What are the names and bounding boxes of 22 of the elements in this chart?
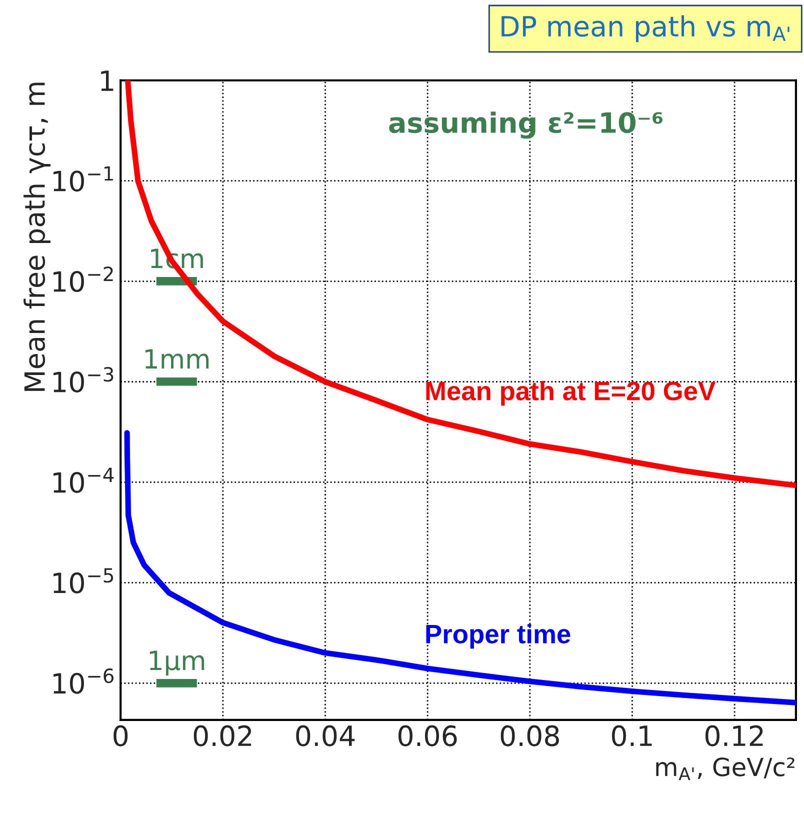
x-tick-label: 0.08 xyxy=(500,725,559,746)
y-tick-label: 10$^{−5}$ xyxy=(54,568,114,594)
x-tick-label: 0 xyxy=(114,725,128,746)
x-tick-label: 0.02 xyxy=(194,725,252,746)
y-axis-title: Mean free path γcτ, m xyxy=(24,82,50,391)
y-tick-label: 10$^{−3}$ xyxy=(54,367,114,392)
x-axis-title: m$_{A'}$, GeV/c² xyxy=(656,758,794,780)
annotation: assuming ε²=10⁻⁶ xyxy=(389,112,662,139)
annotation: 1μm xyxy=(150,650,204,676)
x-tick-label: 0.12 xyxy=(705,725,763,746)
annotation: 1mm xyxy=(145,349,209,368)
y-tick-label: 1 xyxy=(101,70,114,91)
chart-title: DP mean path vs m$_{A'}$ xyxy=(502,15,790,42)
series-label: Mean path at E=20 GeV xyxy=(426,381,716,406)
x-tick-label: 0.06 xyxy=(398,725,457,746)
y-tick-label: 10$^{−2}$ xyxy=(54,266,113,292)
y-tick-label: 10$^{−1}$ xyxy=(54,166,113,192)
y-tick-label: 10$^{−6}$ xyxy=(54,668,114,694)
series-label: Proper time xyxy=(426,624,570,649)
y-tick-label: 10$^{−4}$ xyxy=(54,468,114,493)
x-tick-label: 0.1 xyxy=(612,725,652,746)
x-tick-label: 0.04 xyxy=(296,725,355,746)
